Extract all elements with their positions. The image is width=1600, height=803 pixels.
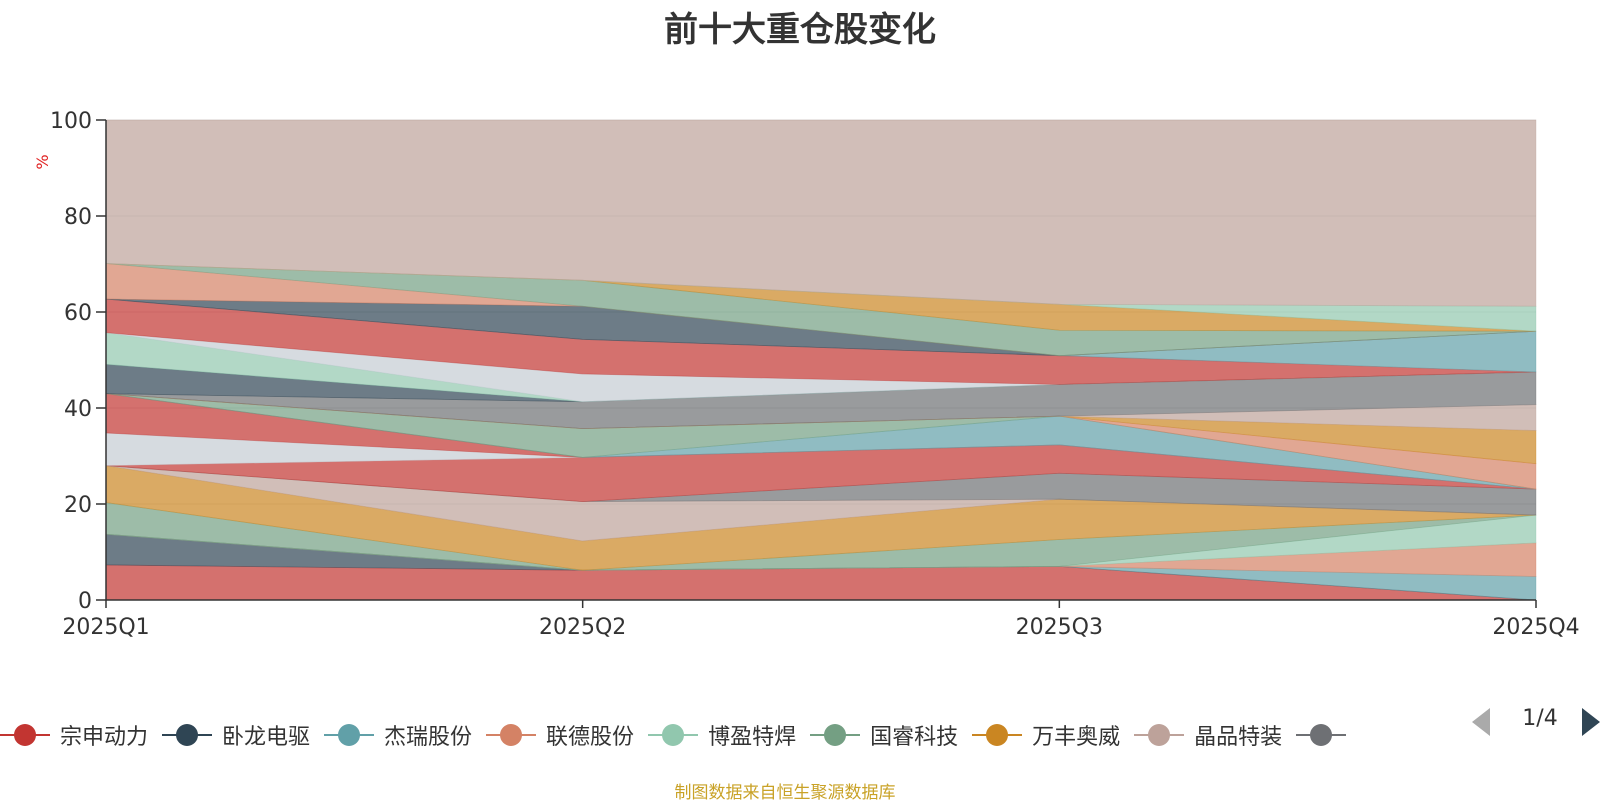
legend: 宗申动力 卧龙电驱 杰瑞股份 联德股份 博盈特焊 国睿科技 万丰奥威 晶品特装 [0,718,1480,752]
legend-marker-icon [1296,723,1347,747]
legend-item[interactable]: 宗申动力 [0,718,148,752]
y-tick-label: 80 [64,205,92,230]
legend-item[interactable]: 晶品特装 [1134,718,1282,752]
legend-pager: 1/4 [1472,704,1600,738]
x-tick-label: 2025Q2 [539,615,626,640]
legend-label: 卧龙电驱 [222,725,311,750]
y-tick-label: 0 [78,589,92,614]
x-tick-label: 2025Q4 [1492,615,1579,640]
area-series-29 [105,119,1537,307]
area-series-23 [105,298,1537,373]
area-series-28 [105,263,1537,332]
legend-item-cutoff[interactable] [1296,718,1347,752]
legend-next-arrow-icon[interactable] [1582,708,1600,736]
legend-label: 晶品特装 [1194,725,1283,750]
x-tick-label: 2025Q1 [62,615,149,640]
legend-item[interactable]: 卧龙电驱 [162,718,310,752]
y-tick-label: 40 [64,397,92,422]
legend-label: 杰瑞股份 [384,725,473,750]
legend-label: 万丰奥威 [1032,725,1121,750]
legend-marker-icon [810,723,861,747]
legend-label: 博盈特焊 [708,725,797,750]
legend-item[interactable]: 联德股份 [486,718,634,752]
legend-marker-icon [0,723,50,747]
legend-item[interactable]: 博盈特焊 [648,718,796,752]
x-tick-label: 2025Q3 [1016,615,1103,640]
legend-marker-icon [648,723,699,747]
source-note: 制图数据来自恒生聚源数据库 [674,783,896,803]
legend-item[interactable]: 杰瑞股份 [324,718,472,752]
y-tick-label: 60 [64,301,92,326]
legend-marker-icon [486,723,537,747]
legend-prev-arrow-icon[interactable] [1472,708,1490,736]
legend-marker-icon [972,723,1023,747]
legend-page-indicator: 1/4 [1522,706,1558,731]
chart-title: 前十大重仓股变化 [664,10,936,50]
legend-label: 宗申动力 [60,725,149,750]
legend-item[interactable]: 万丰奥威 [972,718,1120,752]
y-tick-label: 20 [64,493,92,518]
legend-item[interactable]: 国睿科技 [810,718,958,752]
legend-marker-icon [162,723,213,747]
axes: 0 20 40 60 80 100 2025Q1 2025Q2 2025Q3 2025Q4% [33,109,1580,640]
area-series-22 [105,298,1537,385]
stacked-areas [105,119,1537,601]
legend-label: 联德股份 [546,725,635,750]
legend-label: 国睿科技 [870,725,959,750]
legend-marker-icon [1134,723,1185,747]
y-axis-label: % [33,154,52,169]
y-tick-label: 100 [50,109,92,134]
legend-marker-icon [324,723,375,747]
